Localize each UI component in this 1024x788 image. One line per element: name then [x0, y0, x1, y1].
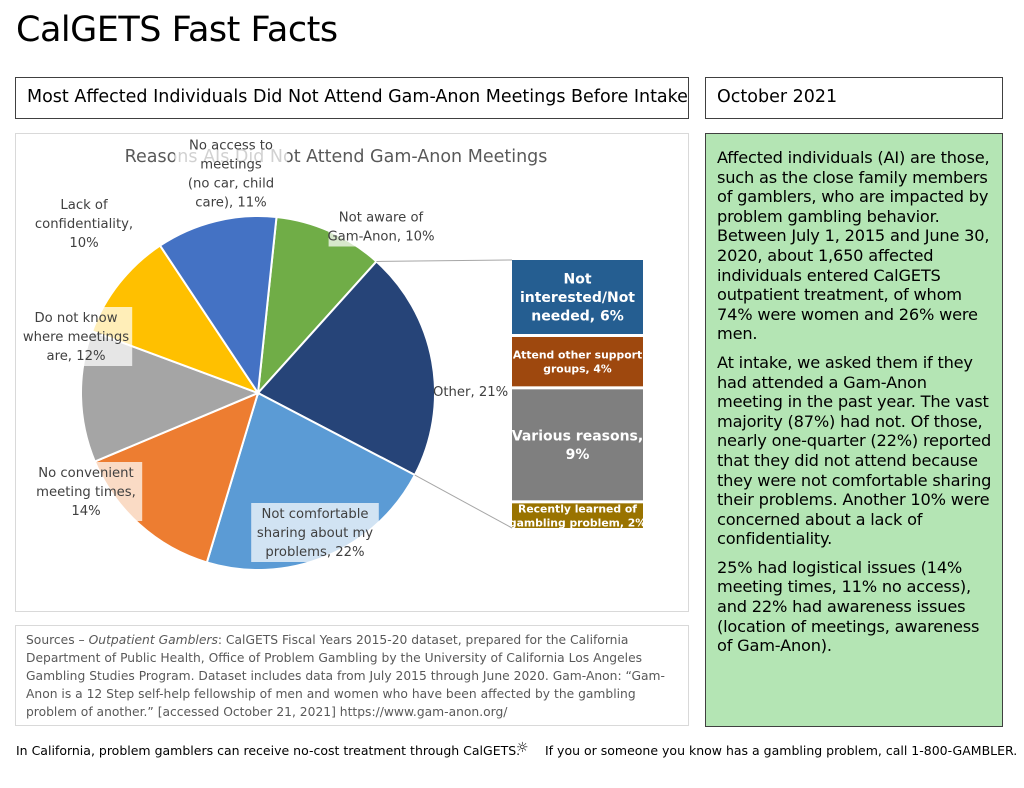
breakdown-label-attend-other-support-groups-4: Attend other support groups, 4%	[513, 348, 642, 375]
breakdown-bar-various-reasons-9	[512, 389, 643, 501]
page-title: CalGETS Fast Facts	[16, 10, 338, 50]
slice-label-bg	[328, 206, 434, 247]
breakdown-label-not-interested-not-needed-6: Not interested/Not needed, 6%	[520, 271, 635, 324]
facts-paragraph-1: Affected individuals (AI) are those, suc…	[717, 148, 990, 344]
breakdown-bar-recently-learned-of-gambling-problem-2	[512, 503, 643, 528]
facts-paragraph-2: At intake, we asked them if they had att…	[717, 352, 992, 549]
sources-italic: Outpatient Gamblers	[88, 633, 218, 647]
slice-label-not-comfortable-sharing-about-my-problems-22: Not comfortable sharing about my problems,…	[257, 507, 373, 560]
pie-slice-other-21	[256, 260, 437, 477]
slice-label-bg	[174, 134, 288, 213]
headline-box: Most Affected Individuals Did Not Attend…	[15, 77, 689, 119]
headline-text: Most Affected Individuals Did Not Attend…	[27, 87, 688, 107]
slice-label-not-aware-of-gam-anon-10: Not aware of Gam-Anon, 10%	[327, 211, 434, 245]
chart-panel: Reasons AIs Did Not Attend Gam-Anon Meet…	[15, 133, 689, 612]
breakdown-label-recently-learned-of-gambling-problem-2: Recently learned of gambling problem, 2%	[509, 502, 646, 529]
sources-note: Sources – Outpatient Gamblers: CalGETS F…	[15, 625, 689, 726]
breakdown-bar-attend-other-support-groups-4	[512, 337, 643, 387]
breakdown-bar-not-interested-not-needed-6	[512, 260, 643, 334]
connector-line-bottom	[414, 474, 513, 529]
slice-label-bg	[29, 462, 143, 521]
connector-line-top	[376, 259, 513, 262]
pie-slice-no-access-to-meetings-no-car-child-care-11	[158, 215, 278, 396]
date-text: October 2021	[717, 87, 838, 107]
date-box: October 2021	[705, 77, 1003, 119]
sources-text: : CalGETS Fiscal Years 2015-20 dataset, …	[26, 633, 665, 719]
breakdown-label-various-reasons-9: Various reasons, 9%	[512, 429, 643, 464]
sun-icon: ☼	[516, 740, 529, 756]
footer-right-text: If you or someone you know has a gamblin…	[545, 743, 1018, 758]
slice-label-no-convenient-meeting-times-14: No convenient meeting times, 14%	[36, 466, 136, 519]
slice-label-bg	[19, 307, 133, 366]
slice-label-no-access-to-meetings-no-car-child-care-11: No access to meetings (no car, child care),…	[188, 139, 274, 211]
pie-chart: Reasons AIs Did Not Attend Gam-Anon Meet…	[19, 134, 646, 571]
slice-label-bg	[20, 194, 148, 253]
footer-left-text: In California, problem gamblers can rece…	[16, 743, 521, 758]
slice-label-other-21: Other, 21%	[433, 385, 508, 400]
facts-panel: Affected individuals (AI) are those, suc…	[705, 133, 1003, 727]
slice-label-lack-of-confidentiality-10: Lack of confidentiality, 10%	[35, 198, 133, 251]
facts-paragraph-3: 25% had logistical issues (14% meeting t…	[717, 557, 980, 656]
slice-label-bg	[251, 503, 379, 562]
sources-prefix: Sources –	[26, 633, 89, 647]
slice-label-do-not-know-where-meetings-are-12: Do not know where meetings are, 12%	[23, 311, 129, 364]
